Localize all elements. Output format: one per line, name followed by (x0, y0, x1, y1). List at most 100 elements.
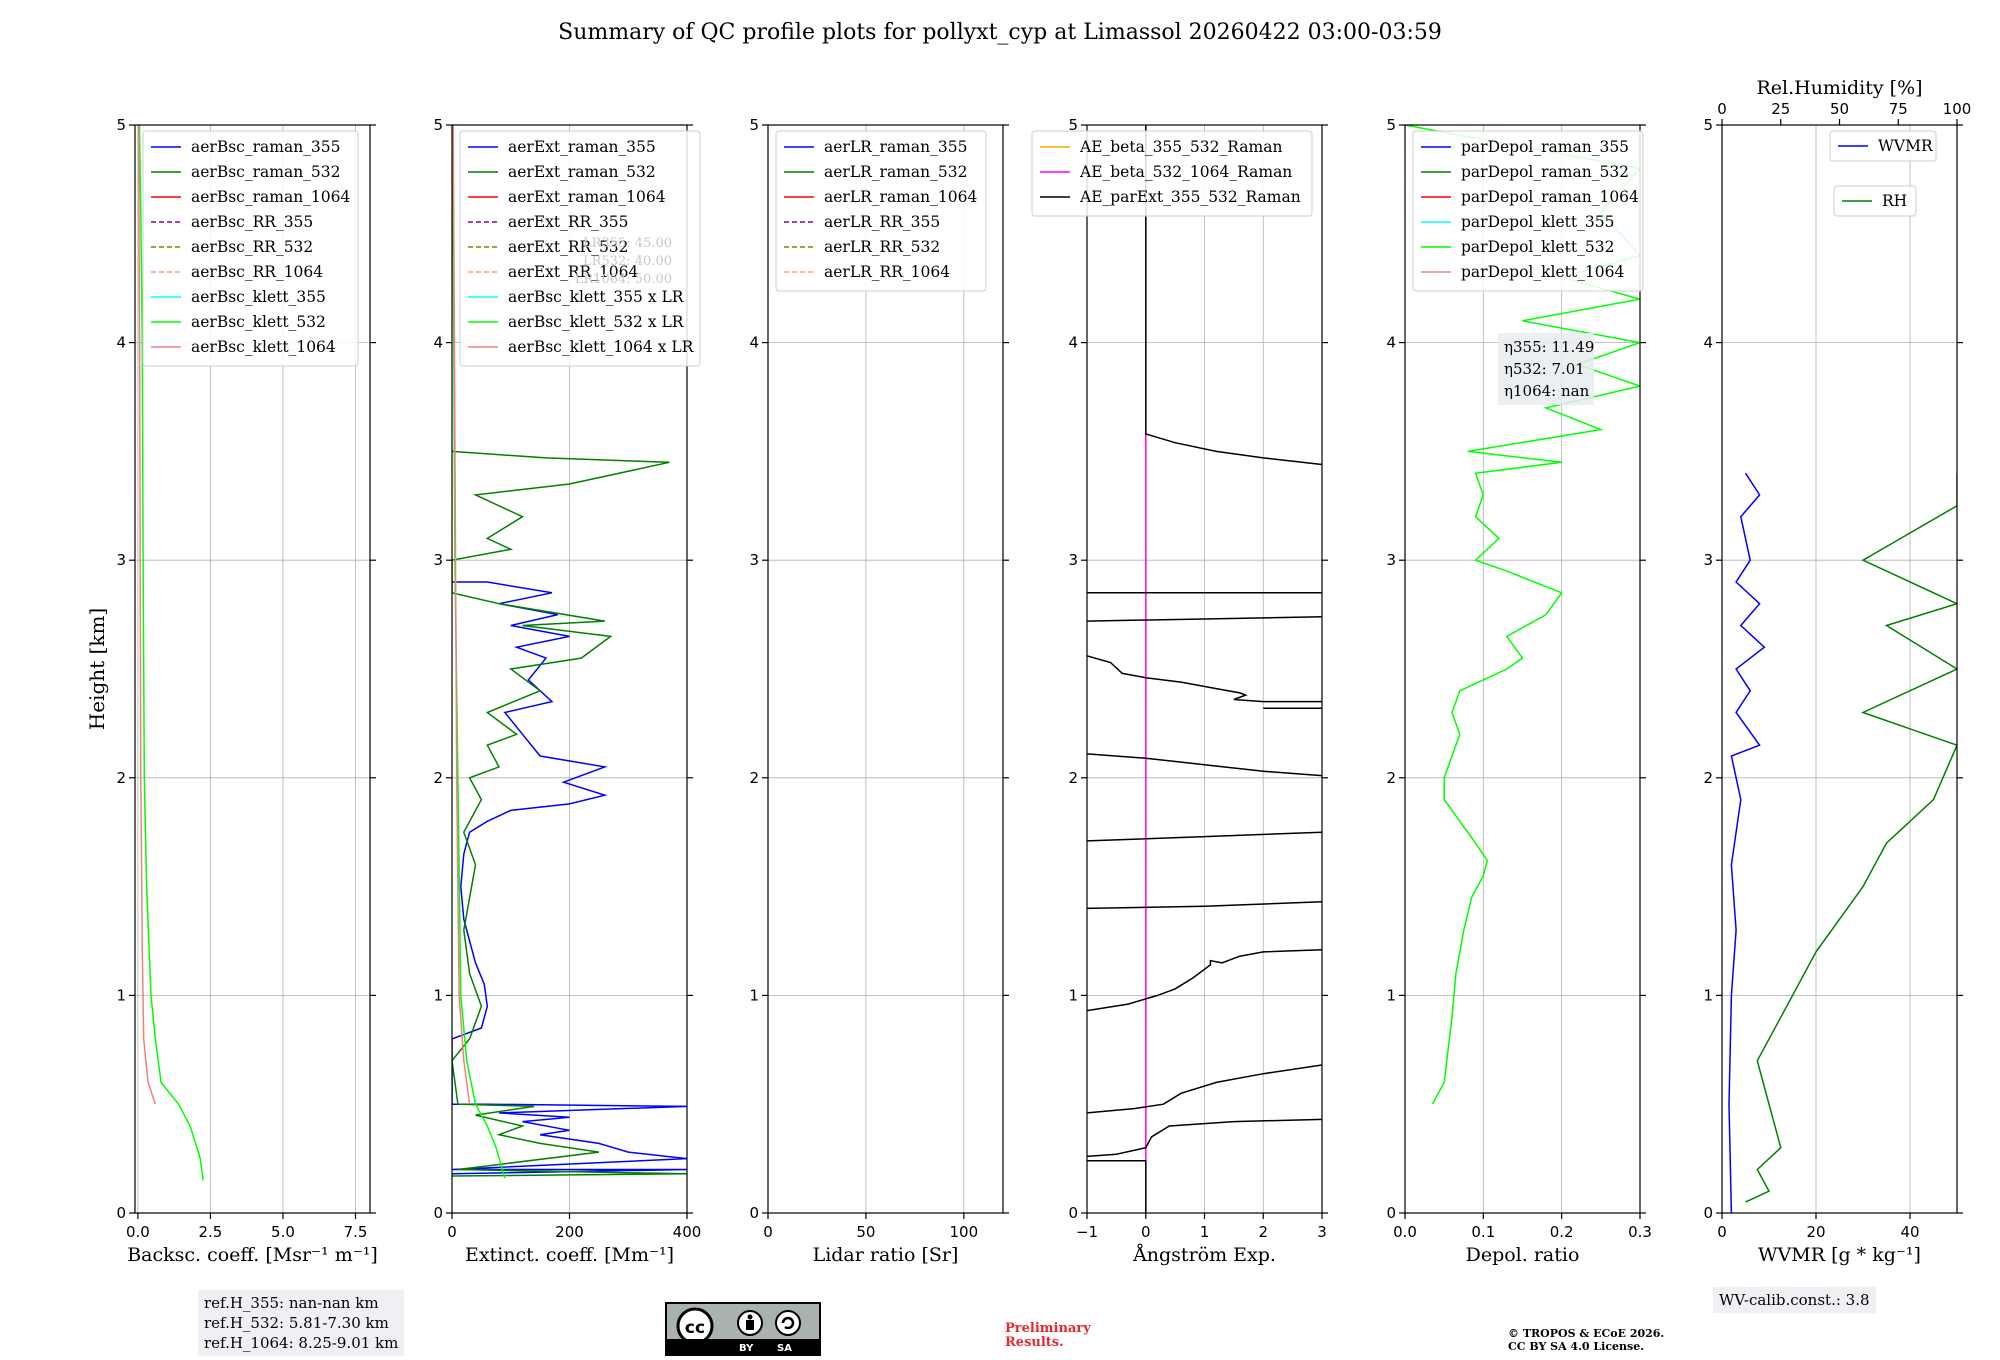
legend-box (142, 130, 359, 367)
series-line-ae-parext-355-532-raman-l- (1145, 125, 1322, 466)
x-tick-label: 3 (1317, 1223, 1327, 1241)
legend: parDepol_raman_355 parDepol_raman_532 parD… (1412, 130, 1644, 292)
legend-label: parDepol_klett_532 (1461, 238, 1614, 256)
legend-label: aerBsc_klett_1064 x LR (508, 338, 695, 356)
x-tick-label: 0.1 (1471, 1223, 1495, 1241)
series-line-aerbsc-klett-1064 (137, 125, 157, 1105)
cc-by-label: BY (739, 1343, 754, 1354)
legend: aerExt_raman_355 aerExt_raman_532 aerExt_r… (459, 130, 701, 367)
legend-label: parDepol_raman_355 (1461, 138, 1629, 156)
x-tick-label: 0.0 (1393, 1223, 1417, 1241)
chart-title: Summary of QC profile plots for pollyxt_… (558, 20, 1442, 45)
series-line-aerbsc-klett-1064-x-lr (452, 125, 471, 1105)
x-axis-label: Extinct. coeff. [Mm⁻¹] (465, 1244, 674, 1266)
series-line-aerext-raman-532 (452, 450, 687, 1177)
series-group (452, 125, 687, 1179)
series-line-ae-parext-355-532-raman-b- (1087, 1118, 1322, 1158)
panel-frame (134, 124, 371, 1214)
series-group (1728, 472, 1957, 1213)
legend-label: parDepol_klett_1064 (1461, 263, 1624, 281)
series-line-ae-parext-355-532-raman-e- (1087, 901, 1322, 910)
series-line-ae-parext-355-532-raman-a- (1087, 1160, 1147, 1213)
series-group (1087, 125, 1322, 1213)
legend-label: aerBsc_klett_532 (191, 313, 326, 331)
wv-calib-box: WV-calib.const.: 3.8 (1713, 1287, 1876, 1313)
cc-license-badge: cc BY SA (665, 1302, 821, 1356)
legend-label: aerBsc_raman_1064 (191, 188, 351, 206)
top-x-tick-label: 100 (1943, 100, 1972, 118)
y-tick-label: 5 (1068, 116, 1078, 134)
series-line-ae-parext-355-532-raman-c- (1087, 1064, 1322, 1114)
legend: aerLR_raman_355 aerLR_raman_532 aerLR_rama… (775, 130, 987, 292)
series-group (1405, 125, 1640, 1105)
y-tick-label: 4 (1068, 334, 1078, 352)
legend-label: AE_parExt_355_532_Raman (1079, 188, 1301, 206)
series-line-wvmr (1728, 472, 1766, 1213)
legend: RH (1833, 185, 1917, 217)
legend-box (775, 130, 987, 292)
cc-icon: cc (685, 1318, 705, 1338)
y-tick-label: 1 (749, 986, 759, 1004)
y-tick-label: 2 (1386, 769, 1396, 787)
legend-label: WVMR (1878, 137, 1934, 155)
legend: WVMR (1829, 130, 1937, 162)
legend-label: aerExt_RR_532 (508, 238, 629, 256)
lr-note: LR532: 40.00 (583, 254, 672, 269)
legend-label: aerBsc_klett_532 x LR (508, 313, 685, 331)
legend-label: aerBsc_raman_355 (191, 138, 341, 156)
y-tick-label: 0 (1386, 1204, 1396, 1222)
preliminary-line-1: Preliminary (1005, 1321, 1091, 1336)
y-tick-label: 5 (1703, 116, 1713, 134)
y-tick-label: 3 (116, 551, 126, 569)
legend-label: RH (1882, 192, 1907, 210)
eta-note: η355: 11.49 η532: 7.01 η1064: nan (1498, 333, 1594, 405)
series-line-aerbsc-klett-532 (138, 125, 204, 1181)
copyright-line-2: CC BY SA 4.0 License. (1508, 1340, 1645, 1353)
x-tick-label: 0 (1717, 1223, 1727, 1241)
x-tick-label: 20 (1806, 1223, 1825, 1241)
x-tick-label: 100 (950, 1223, 979, 1241)
y-tick-label: 1 (1068, 986, 1078, 1004)
y-tick-label: 5 (433, 116, 443, 134)
y-tick-label: 2 (116, 769, 126, 787)
series-line-ae-parext-355-532-raman-g- (1087, 753, 1322, 777)
legend-label: aerLR_RR_1064 (824, 263, 950, 281)
legend-label: aerBsc_RR_1064 (191, 263, 323, 281)
legend-label: aerExt_RR_1064 (508, 263, 639, 281)
y-axis-label: Height [km] (85, 608, 109, 730)
legend-label: parDepol_raman_1064 (1461, 188, 1639, 206)
legend-box (1829, 130, 1937, 162)
y-tick-label: 0 (749, 1204, 759, 1222)
top-x-tick-label: 0 (1717, 100, 1727, 118)
panel-frame (1404, 124, 1641, 1214)
eta-note-line: η355: 11.49 (1504, 338, 1594, 356)
x-tick-label: −1 (1076, 1223, 1098, 1241)
legend-box (459, 130, 701, 367)
top-x-tick-label: 50 (1830, 100, 1849, 118)
series-line-pardepol-klett-532 (1405, 125, 1640, 1105)
y-tick-label: 0 (1703, 1204, 1713, 1222)
legend-label: aerLR_raman_355 (824, 138, 967, 156)
x-axis-label: Depol. ratio (1466, 1244, 1580, 1266)
eta-note-line: η1064: nan (1504, 382, 1590, 400)
x-tick-label: 400 (673, 1223, 702, 1241)
secondary-x-axis-label: Rel.Humidity [%] (1756, 77, 1922, 99)
cc-sa-label: SA (777, 1343, 792, 1354)
legend-label: aerBsc_raman_532 (191, 163, 341, 181)
series-line-ae-parext-355-532-raman-f- (1087, 831, 1322, 842)
x-tick-label: 2.5 (199, 1223, 223, 1241)
y-tick-label: 5 (749, 116, 759, 134)
y-tick-label: 3 (749, 551, 759, 569)
x-axis-label: Lidar ratio [Sr] (813, 1244, 959, 1266)
x-tick-label: 0.3 (1628, 1223, 1652, 1241)
y-tick-label: 1 (116, 986, 126, 1004)
preliminary-note: Preliminary Results. (1005, 1322, 1091, 1350)
legend-label: aerBsc_RR_355 (191, 213, 313, 231)
x-tick-label: 200 (555, 1223, 584, 1241)
x-tick-label: 50 (856, 1223, 875, 1241)
legend-label: aerExt_raman_532 (508, 163, 656, 181)
ref-height-1064: ref.H_1064: 8.25-9.01 km (204, 1334, 399, 1352)
panel-2: 0 200 400 0 1 2 3 4 5 Extinct. coeff. [Mm⁻¹] aerEx… (433, 116, 701, 1266)
series-line-rh (1745, 473, 1957, 1203)
